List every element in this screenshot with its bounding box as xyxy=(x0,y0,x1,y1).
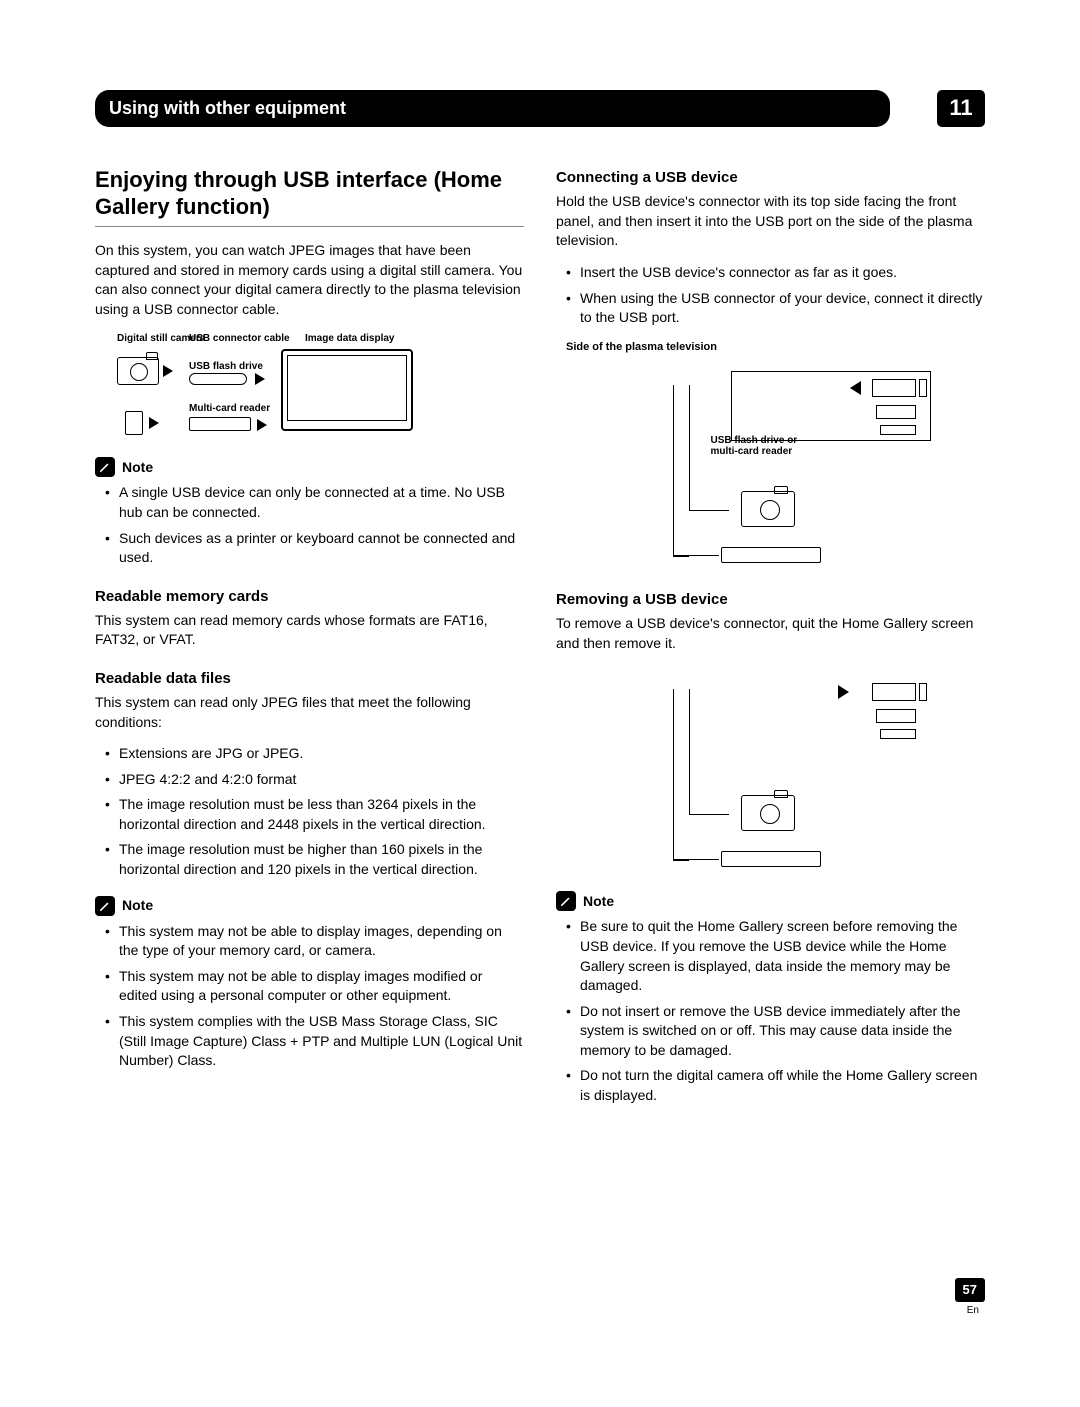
chapter-title: Using with other equipment xyxy=(95,90,877,127)
cable-line xyxy=(673,555,719,556)
subheading-connecting: Connecting a USB device xyxy=(556,167,985,188)
note-heading: Note xyxy=(95,457,524,477)
instruction-list: Insert the USB device's connector as far… xyxy=(556,263,985,328)
subheading-memory-cards: Readable memory cards xyxy=(95,586,524,607)
slot-icon xyxy=(876,709,916,723)
intro-text: On this system, you can watch JPEG image… xyxy=(95,241,524,319)
right-column: Connecting a USB device Hold the USB dev… xyxy=(556,167,985,1117)
page-number: 57 xyxy=(955,1278,985,1302)
conditions-list: Extensions are JPG or JPEG. JPEG 4:2:2 a… xyxy=(95,744,524,880)
list-item: Extensions are JPG or JPEG. xyxy=(109,744,524,764)
note-label: Note xyxy=(122,896,153,916)
chapter-header: Using with other equipment 11 xyxy=(95,90,985,127)
cable-line xyxy=(689,385,729,511)
arrow-icon xyxy=(838,685,849,699)
tv-side-diagram-remove xyxy=(611,665,931,875)
list-item: This system may not be able to display i… xyxy=(109,967,524,1006)
list-item: When using the USB connector of your dev… xyxy=(570,289,985,328)
card-reader-icon xyxy=(721,547,821,563)
card-reader-icon xyxy=(189,417,251,431)
subheading-removing: Removing a USB device xyxy=(556,589,985,610)
diagram-caption: Side of the plasma television xyxy=(566,340,985,355)
list-item: Do not turn the digital camera off while… xyxy=(570,1066,985,1105)
arrow-icon xyxy=(850,381,861,395)
cable-line xyxy=(673,689,689,861)
chapter-number: 11 xyxy=(937,90,985,127)
connection-diagram: Digital still camera USB connector cable… xyxy=(95,333,524,441)
camera-icon xyxy=(741,795,795,831)
usb-slot-icon xyxy=(872,379,916,397)
card-reader-icon xyxy=(721,851,821,867)
page-language: En xyxy=(967,1304,979,1318)
display-label: Image data display xyxy=(305,333,394,344)
note-heading: Note xyxy=(556,891,985,911)
list-item: Insert the USB device's connector as far… xyxy=(570,263,985,283)
note-list: This system may not be able to display i… xyxy=(95,922,524,1071)
usb-slot-icon xyxy=(872,683,916,701)
slot-icon xyxy=(880,425,916,435)
arrow-icon xyxy=(255,373,265,385)
arrow-icon xyxy=(163,365,173,377)
arrow-icon xyxy=(149,417,159,429)
left-column: Enjoying through USB interface (Home Gal… xyxy=(95,167,524,1117)
memory-card-icon xyxy=(125,411,143,435)
camera-icon xyxy=(741,491,795,527)
list-item: Such devices as a printer or keyboard ca… xyxy=(109,529,524,568)
list-item: This system complies with the USB Mass S… xyxy=(109,1012,524,1071)
cable-line xyxy=(673,859,719,860)
cable-label: USB connector cable xyxy=(189,333,290,344)
pencil-icon xyxy=(95,457,115,477)
tv-icon xyxy=(281,349,413,431)
cable-line xyxy=(673,385,689,557)
body-text: This system can read memory cards whose … xyxy=(95,611,524,650)
note-label: Note xyxy=(583,892,614,912)
body-text: This system can read only JPEG files tha… xyxy=(95,693,524,732)
list-item: JPEG 4:2:2 and 4:2:0 format xyxy=(109,770,524,790)
note-list: A single USB device can only be connecte… xyxy=(95,483,524,567)
cable-line xyxy=(689,689,729,815)
reader-label: Multi-card reader xyxy=(189,403,270,414)
pencil-icon xyxy=(95,896,115,916)
note-heading: Note xyxy=(95,896,524,916)
page-footer: 57 En xyxy=(95,1278,985,1318)
heading-rule xyxy=(95,226,524,227)
list-item: The image resolution must be higher than… xyxy=(109,840,524,879)
list-item: Be sure to quit the Home Gallery screen … xyxy=(570,917,985,995)
note-list: Be sure to quit the Home Gallery screen … xyxy=(556,917,985,1105)
flash-label: USB flash drive xyxy=(189,361,263,372)
camera-icon xyxy=(117,357,159,385)
note-label: Note xyxy=(122,458,153,478)
list-item: Do not insert or remove the USB device i… xyxy=(570,1002,985,1061)
list-item: This system may not be able to display i… xyxy=(109,922,524,961)
list-item: The image resolution must be less than 3… xyxy=(109,795,524,834)
slot-icon xyxy=(880,729,916,739)
tv-side-diagram-connect: USB flash drive or multi-card reader xyxy=(611,361,931,571)
arrow-icon xyxy=(257,419,267,431)
body-text: To remove a USB device's connector, quit… xyxy=(556,614,985,653)
slot-icon xyxy=(876,405,916,419)
pencil-icon xyxy=(556,891,576,911)
usb-port-icon xyxy=(919,683,927,701)
flash-drive-icon xyxy=(189,373,247,385)
subheading-data-files: Readable data files xyxy=(95,668,524,689)
section-heading: Enjoying through USB interface (Home Gal… xyxy=(95,167,524,220)
body-text: Hold the USB device's connector with its… xyxy=(556,192,985,251)
list-item: A single USB device can only be connecte… xyxy=(109,483,524,522)
usb-port-icon xyxy=(919,379,927,397)
